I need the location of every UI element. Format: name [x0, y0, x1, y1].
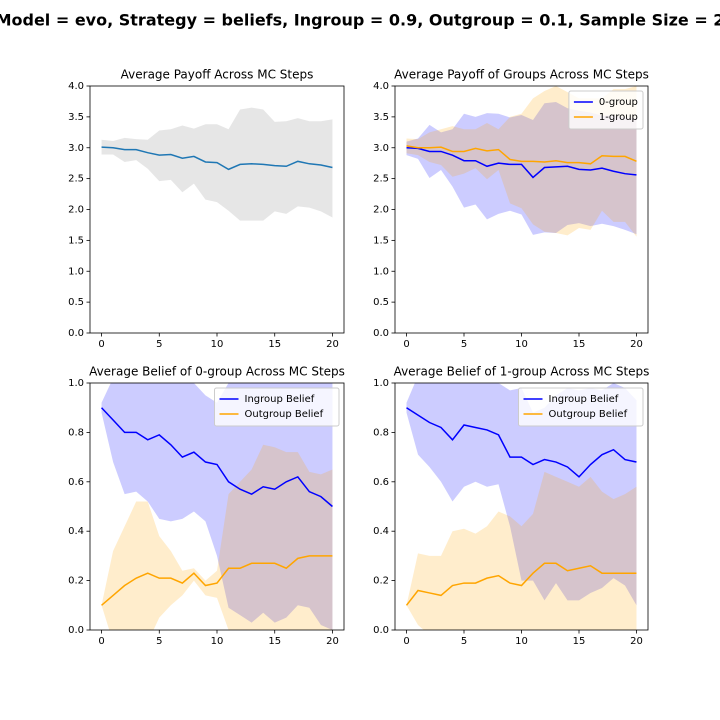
plot-area — [405, 383, 637, 630]
legend: Ingroup Belief Outgroup Belief — [518, 387, 644, 427]
y-tick-label: 1.0 — [373, 378, 389, 389]
subplot: Average Belief of 0-group Across MC Step… — [68, 365, 345, 648]
y-tick-label: 3.0 — [68, 143, 84, 154]
x-tick-label: 10 — [515, 636, 528, 647]
legend-label: Ingroup Belief — [549, 394, 619, 405]
x-tick-label: 20 — [326, 339, 339, 350]
y-tick-label: 2.5 — [68, 174, 84, 185]
y-tick-label: 3.5 — [373, 112, 389, 123]
y-tick-label: 2.5 — [373, 174, 389, 185]
x-tick-label: 15 — [573, 339, 586, 350]
confidence-band — [406, 383, 637, 606]
x-tick-label: 5 — [461, 339, 467, 350]
legend-box — [214, 387, 340, 427]
series-line — [405, 562, 637, 606]
legend-label: 1-group — [599, 112, 638, 123]
x-tick-label: 15 — [268, 636, 281, 647]
y-tick-label: 1.0 — [373, 266, 389, 277]
legend-label: 0-group — [599, 97, 638, 108]
y-tick-label: 0.8 — [373, 427, 389, 438]
y-tick-label: 0.2 — [373, 576, 389, 587]
confidence-band — [101, 444, 333, 630]
x-tick-label: 15 — [573, 636, 586, 647]
x-tick-label: 0 — [98, 636, 104, 647]
subplot: Average Payoff Across MC Steps 0 5 10 15 20 0.… — [68, 68, 345, 350]
chart-title: Average Belief of 1-group Across MC Step… — [394, 365, 650, 379]
chart-title: Average Belief of 0-group Across MC Step… — [89, 365, 345, 379]
y-tick-label: 0.6 — [68, 477, 84, 488]
figure-title: Model = evo, Strategy = beliefs, Ingroup… — [0, 11, 720, 30]
y-tick-label: 2.0 — [68, 205, 84, 216]
x-tick-label: 0 — [98, 339, 104, 350]
x-tick-label: 10 — [515, 339, 528, 350]
confidence-band — [406, 471, 637, 630]
x-tick-label: 20 — [326, 636, 339, 647]
y-tick-label: 1.0 — [68, 378, 84, 389]
y-tick-label: 4.0 — [373, 81, 389, 92]
y-tick-label: 1.5 — [68, 235, 84, 246]
y-tick-label: 0.0 — [68, 625, 84, 636]
y-tick-label: 0.2 — [68, 576, 84, 587]
chart-title: Average Payoff of Groups Across MC Steps — [394, 68, 649, 82]
series-line — [100, 407, 333, 508]
legend-label: Outgroup Belief — [549, 409, 628, 420]
x-tick-label: 10 — [211, 339, 224, 350]
y-tick-label: 0.8 — [68, 427, 84, 438]
x-tick-label: 0 — [403, 636, 409, 647]
x-tick-label: 15 — [268, 339, 281, 350]
plot-area — [101, 107, 333, 221]
chart-title: Average Payoff Across MC Steps — [121, 68, 314, 82]
y-tick-label: 0.5 — [68, 297, 84, 308]
series-line — [406, 147, 637, 179]
confidence-band — [101, 107, 333, 221]
y-tick-label: 0.0 — [373, 328, 389, 339]
x-tick-label: 20 — [630, 636, 643, 647]
plot-area — [100, 383, 333, 630]
y-tick-label: 3.0 — [373, 143, 389, 154]
legend: 0-group 1-group — [568, 90, 644, 130]
x-tick-label: 0 — [403, 339, 409, 350]
y-tick-label: 1.0 — [68, 266, 84, 277]
y-tick-label: 0.4 — [373, 526, 389, 537]
legend-label: Outgroup Belief — [245, 409, 324, 420]
subplot: Average Payoff of Groups Across MC Steps… — [373, 68, 649, 351]
series-line — [406, 145, 637, 165]
x-tick-label: 5 — [156, 339, 162, 350]
series-line — [101, 555, 333, 606]
x-tick-label: 5 — [156, 636, 162, 647]
series-line — [406, 407, 637, 478]
confidence-band — [101, 383, 333, 630]
x-tick-label: 10 — [211, 636, 224, 647]
y-tick-label: 4.0 — [68, 81, 84, 92]
subplot: Average Belief of 1-group Across MC Step… — [373, 365, 650, 648]
y-tick-label: 0.0 — [68, 328, 84, 339]
x-tick-label: 5 — [461, 636, 467, 647]
legend-box — [518, 387, 644, 427]
y-tick-label: 0.0 — [373, 625, 389, 636]
confidence-band — [406, 102, 637, 235]
legend: Ingroup Belief Outgroup Belief — [214, 387, 340, 427]
y-tick-label: 1.5 — [373, 235, 389, 246]
y-tick-label: 0.6 — [373, 477, 389, 488]
y-tick-label: 0.5 — [373, 297, 389, 308]
legend-label: Ingroup Belief — [245, 394, 315, 405]
x-tick-label: 20 — [630, 339, 643, 350]
y-tick-label: 2.0 — [373, 205, 389, 216]
y-tick-label: 3.5 — [68, 112, 84, 123]
y-tick-label: 0.4 — [68, 526, 84, 537]
legend-box — [568, 90, 644, 130]
series-line — [101, 146, 333, 171]
